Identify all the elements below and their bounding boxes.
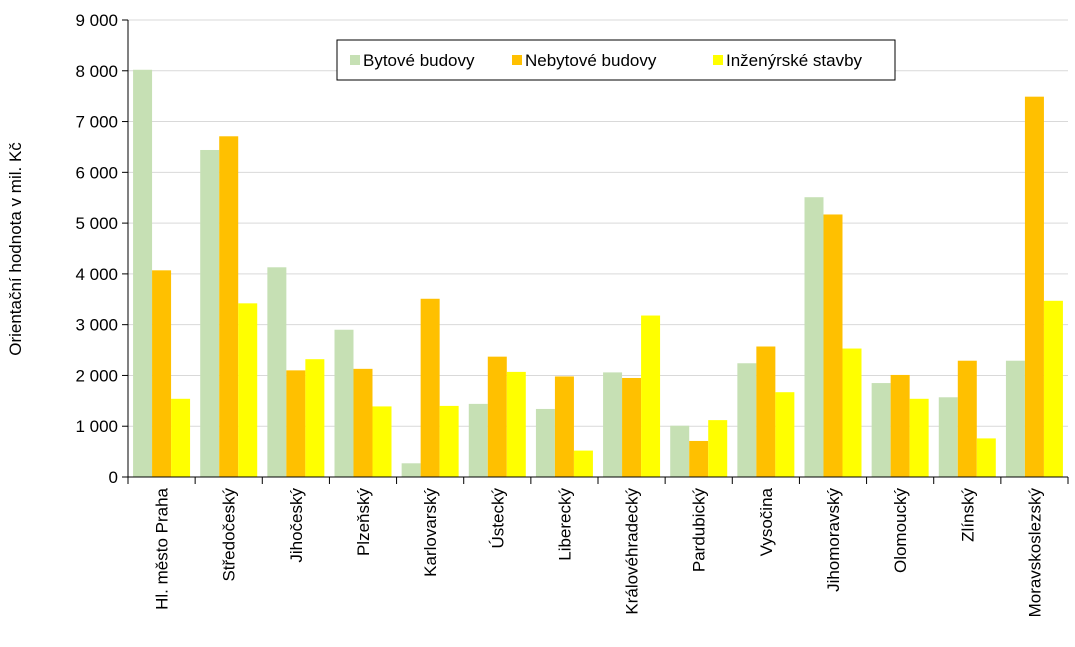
y-tick-label: 6 000	[75, 163, 118, 182]
bar	[152, 270, 172, 477]
axes	[122, 19, 1069, 484]
bar	[1024, 96, 1044, 478]
bar	[871, 383, 891, 477]
legend-label: Inženýrské stavby	[726, 51, 863, 70]
bar	[487, 356, 507, 477]
bar	[439, 405, 459, 477]
bar	[641, 315, 661, 477]
y-tick-label: 1 000	[75, 417, 118, 436]
bar	[133, 69, 153, 478]
bar	[554, 376, 574, 477]
legend: Bytové budovy Nebytové budovy Inženýrské s…	[336, 39, 896, 81]
bar	[401, 463, 421, 477]
y-tick-label: 0	[109, 468, 118, 487]
y-axis-title: Orientační hodnota v mil. Kč	[6, 142, 25, 356]
bar	[957, 360, 977, 477]
x-tick-label: Liberecký	[555, 488, 574, 561]
bar	[535, 408, 555, 477]
bar	[737, 363, 757, 477]
legend-swatch	[350, 55, 360, 65]
x-tick-label: Karlovarský	[421, 488, 440, 577]
bar	[804, 197, 824, 477]
bar	[603, 372, 623, 477]
bar	[938, 397, 958, 477]
bar	[267, 267, 287, 477]
bar	[842, 348, 862, 477]
x-tick-label: Olomoucký	[891, 488, 910, 574]
bar	[976, 438, 996, 477]
legend-label: Bytové budovy	[363, 51, 475, 70]
bar	[420, 298, 440, 477]
bar	[823, 214, 843, 477]
bar	[372, 406, 392, 477]
bars	[133, 69, 1063, 478]
bar	[353, 368, 373, 477]
legend-swatch	[512, 55, 522, 65]
y-tick-label: 9 000	[75, 11, 118, 30]
bar	[890, 374, 910, 477]
y-tick-label: 2 000	[75, 366, 118, 385]
bar	[468, 403, 488, 477]
x-tick-label: Středočeský	[220, 488, 239, 582]
x-tick-label: Jihočeský	[287, 488, 306, 563]
bar	[756, 346, 776, 477]
bar	[238, 303, 258, 477]
x-tick-label: Ústecký	[488, 488, 507, 549]
bar	[506, 371, 526, 477]
bar	[670, 425, 690, 477]
bar	[1043, 300, 1063, 477]
x-tick-label: Královéhradecký	[623, 488, 642, 615]
x-tick-labels: Hl. město Praha Středočeský Jihočeský Plzeň…	[153, 487, 1045, 617]
y-tick-label: 3 000	[75, 316, 118, 335]
bar	[200, 149, 220, 478]
bar	[775, 392, 795, 477]
y-tick-labels: 0 1 000 2 000 3 000 4 000 5 000 6 000 7 000 8 00…	[75, 11, 118, 487]
y-tick-label: 8 000	[75, 62, 118, 81]
bar	[286, 370, 306, 477]
bar	[573, 450, 593, 477]
bar	[305, 359, 325, 477]
bar	[1005, 360, 1025, 477]
bar	[622, 377, 642, 477]
y-tick-label: 4 000	[75, 265, 118, 284]
bar	[708, 420, 728, 477]
x-tick-label: Plzeňský	[354, 488, 373, 557]
bar	[219, 136, 239, 477]
x-tick-label: Pardubický	[690, 488, 709, 573]
x-tick-label: Zlínský	[958, 488, 977, 542]
x-tick-label: Moravskoslezský	[1025, 488, 1044, 618]
bar	[689, 440, 709, 477]
y-tick-label: 7 000	[75, 113, 118, 132]
legend-box	[336, 39, 896, 81]
legend-label: Nebytové budovy	[525, 51, 657, 70]
x-tick-label: Hl. město Praha	[153, 487, 172, 609]
legend-swatch	[713, 55, 723, 65]
y-tick-label: 5 000	[75, 214, 118, 233]
bar	[909, 398, 929, 477]
x-tick-label: Vysočina	[757, 487, 776, 556]
x-tick-label: Jihomoravský	[824, 488, 843, 592]
bar	[334, 329, 354, 477]
bar	[171, 398, 191, 477]
